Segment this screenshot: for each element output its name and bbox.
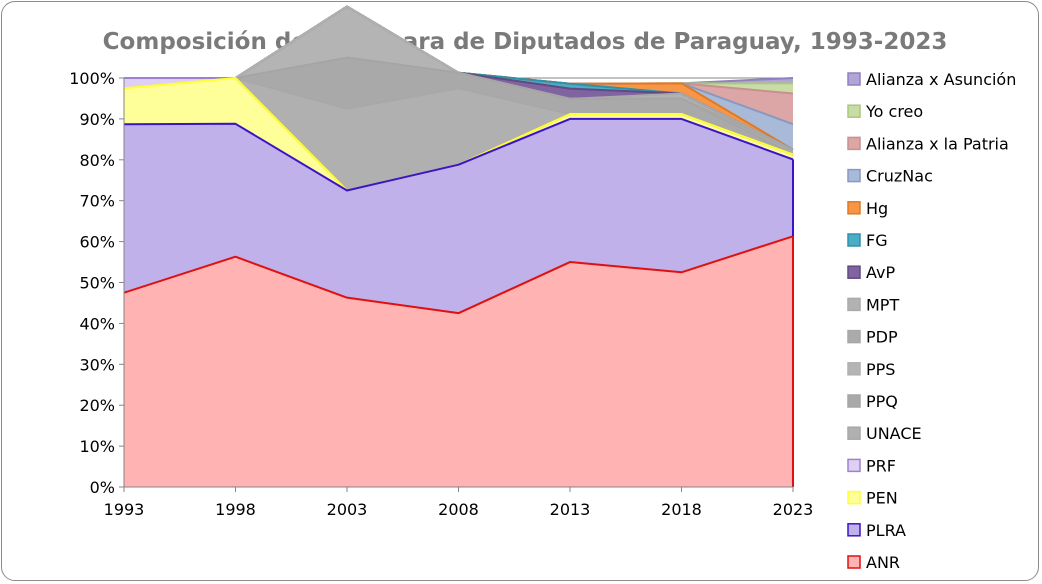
legend-swatch-anr	[847, 555, 861, 569]
legend-swatch-pen	[847, 490, 861, 505]
chart-title: Composición de la Cámara de Diputados de…	[103, 29, 948, 55]
legend-label-alianza-x-la-patria: Alianza x la Patria	[866, 134, 1009, 153]
legend-swatch-fg	[847, 233, 861, 247]
y-tick-label: 100%	[69, 69, 115, 88]
legend-swatch-yo-creo	[847, 104, 861, 118]
legend-swatch-plra	[847, 523, 861, 537]
y-tick-label: 10%	[79, 437, 115, 456]
x-tick-label: 2008	[438, 500, 479, 519]
area-pps	[124, 6, 793, 155]
legend-swatch-avp	[847, 265, 861, 279]
legend-label-pps: PPS	[866, 360, 895, 379]
line-anr	[123, 235, 794, 315]
legend-label-ppq: PPQ	[866, 392, 898, 411]
legend-label-mpt: MPT	[866, 295, 899, 314]
legend-label-cruznac: CruzNac	[866, 167, 933, 186]
legend-label-avp: AvP	[866, 263, 895, 282]
y-tick-label: 50%	[79, 274, 115, 293]
area-anr	[124, 236, 793, 487]
legend-swatch-pdp	[847, 329, 861, 344]
legend-swatch-alianza-x-asuncion	[847, 72, 861, 86]
legend-label-fg: FG	[866, 231, 888, 250]
legend-label-unace: UNACE	[866, 424, 922, 443]
y-tick-label: 0%	[90, 478, 115, 497]
legend-label-hg: Hg	[866, 199, 888, 218]
area-pen	[124, 78, 793, 191]
x-tick-label: 2013	[550, 500, 591, 519]
y-tick-label: 90%	[79, 110, 115, 129]
y-tick-label: 40%	[79, 314, 115, 333]
legend: Alianza x Asunción Yo creo Alianza x la Pa…	[847, 70, 1016, 572]
legend-label-plra: PLRA	[866, 521, 906, 540]
x-tick-label: 1993	[104, 500, 145, 519]
legend-label-alianza-x-asuncion: Alianza x Asunción	[866, 70, 1016, 89]
legend-label-pdp: PDP	[866, 328, 898, 347]
x-tick-label: 2018	[661, 500, 702, 519]
x-tick-label: 2003	[327, 500, 368, 519]
area-ppq	[124, 57, 793, 155]
line-plra	[123, 117, 794, 192]
series-boundaries	[123, 5, 794, 487]
legend-swatch-unace	[847, 426, 861, 440]
legend-label-anr: ANR	[866, 553, 900, 572]
y-tick-label: 30%	[79, 355, 115, 374]
y-tick-label: 20%	[79, 396, 115, 415]
legend-swatch-cruznac	[847, 168, 861, 183]
legend-label-yo-creo: Yo creo	[865, 102, 923, 121]
legend-swatch-ppq	[847, 394, 861, 408]
x-tick-label: 2023	[773, 500, 814, 519]
axes: 0% 10% 20% 30% 40% 50% 60% 70% 80% 90% 100% 1993 199…	[69, 69, 813, 519]
legend-swatch-alianza-x-la-patria	[847, 136, 861, 151]
legend-swatch-prf	[847, 458, 861, 473]
y-tick-label: 80%	[79, 151, 115, 170]
y-tick-label: 60%	[79, 233, 115, 252]
legend-swatch-hg	[847, 201, 861, 215]
y-tick-label: 70%	[79, 192, 115, 211]
area-yo-creo	[124, 6, 793, 94]
legend-label-pen: PEN	[866, 489, 898, 508]
x-tick-label: 1998	[215, 500, 256, 519]
area-unace	[124, 78, 793, 191]
legend-label-prf: PRF	[866, 456, 896, 475]
legend-swatch-mpt	[847, 297, 861, 312]
legend-swatch-pps	[847, 362, 861, 376]
area-plra	[124, 118, 793, 314]
